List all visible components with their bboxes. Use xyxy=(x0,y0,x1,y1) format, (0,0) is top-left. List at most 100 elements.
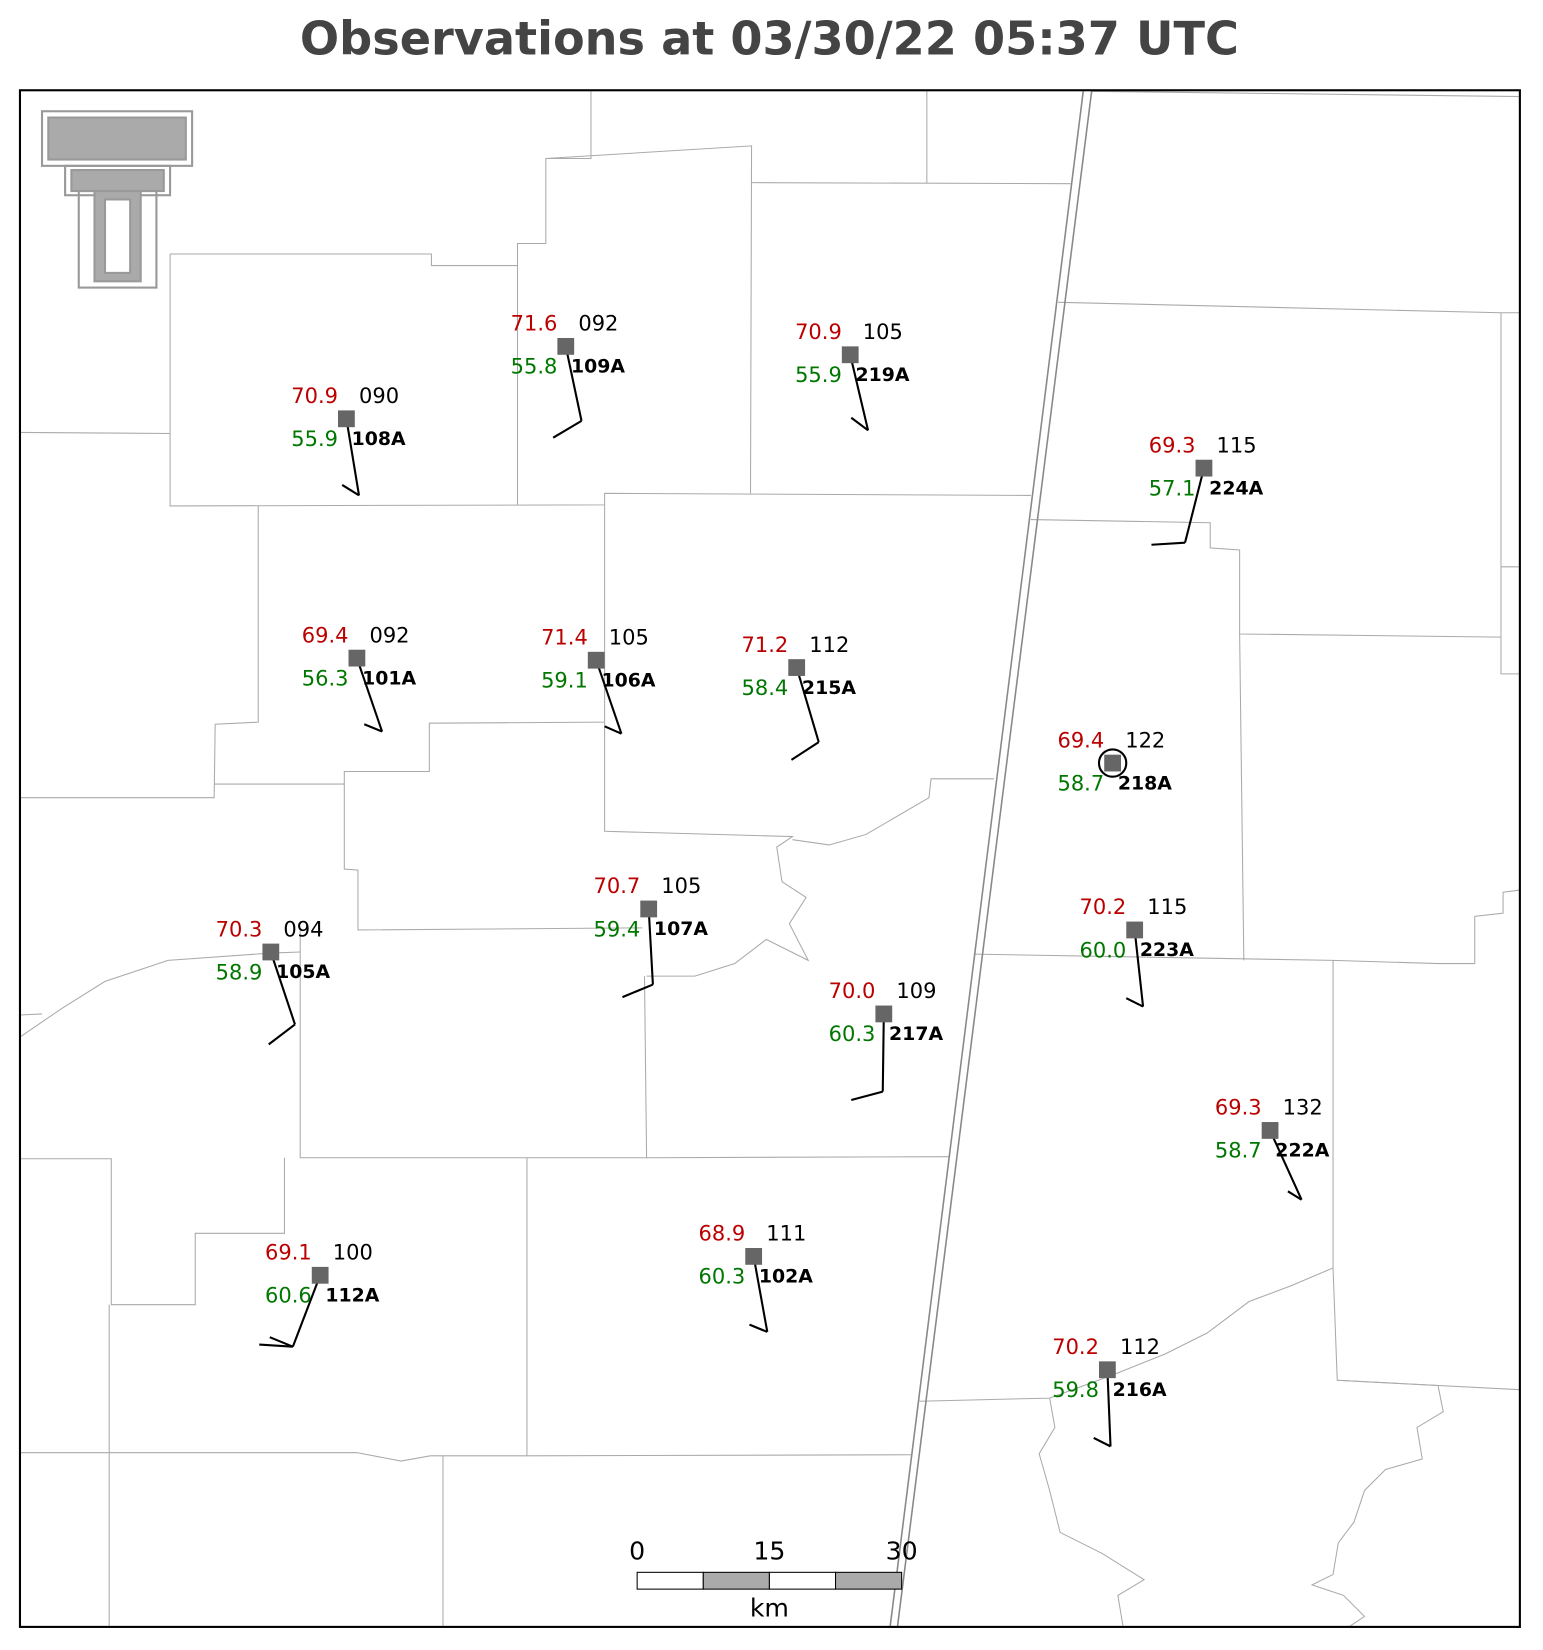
wind-barb xyxy=(790,741,820,761)
dewpoint: 55.8 xyxy=(511,355,558,379)
wind-shaft xyxy=(752,1256,769,1333)
temperature: 69.1 xyxy=(265,1241,312,1265)
wind-shaft xyxy=(1269,1130,1303,1201)
pressure: 100 xyxy=(333,1241,373,1265)
temperature: 70.2 xyxy=(1080,895,1127,919)
station: 70.2 112 59.8 216A xyxy=(1052,1335,1167,1448)
station-id: 224A xyxy=(1209,477,1263,499)
station-marker xyxy=(1104,754,1122,772)
wind-shaft xyxy=(355,657,384,732)
temperature: 70.0 xyxy=(829,979,876,1003)
wind-barb xyxy=(1093,1437,1111,1448)
dewpoint: 58.7 xyxy=(1057,771,1104,795)
temperature: 70.9 xyxy=(795,320,842,344)
temperature: 69.3 xyxy=(1149,433,1196,457)
pressure: 092 xyxy=(578,312,618,336)
station: 69.1 100 60.6 112A xyxy=(259,1241,380,1348)
station: 70.9 105 55.9 219A xyxy=(795,320,910,432)
station-marker xyxy=(788,659,806,676)
temperature: 69.4 xyxy=(302,623,349,647)
station-id: 105A xyxy=(276,961,330,983)
wind-barb xyxy=(851,1090,884,1102)
dewpoint: 60.6 xyxy=(265,1284,312,1308)
wind-shaft xyxy=(849,354,870,431)
station-id: 107A xyxy=(654,918,708,940)
station: 69.4 092 56.3 101A xyxy=(302,623,417,733)
state-line xyxy=(889,91,1085,1628)
wind-shaft xyxy=(1106,1369,1112,1447)
temperature: 70.3 xyxy=(216,917,263,941)
station-id: 108A xyxy=(352,428,406,450)
temperature: 69.3 xyxy=(1215,1096,1262,1120)
station-id: 112A xyxy=(325,1285,379,1307)
wind-barb xyxy=(622,983,654,999)
pressure: 094 xyxy=(283,917,323,941)
wind-shaft xyxy=(647,908,654,985)
station: 71.2 112 58.4 215A xyxy=(742,633,856,761)
station: 70.7 105 59.4 107A xyxy=(594,874,708,999)
station-id: 109A xyxy=(571,356,625,378)
wind-shaft xyxy=(564,346,583,422)
dewpoint: 59.8 xyxy=(1052,1378,1099,1402)
wind-shaft xyxy=(881,1013,885,1092)
pressure: 105 xyxy=(863,320,903,344)
station: 69.3 132 58.7 222A xyxy=(1215,1096,1330,1201)
station-id: 216A xyxy=(1113,1379,1167,1401)
wind-shaft xyxy=(345,418,361,496)
station-marker xyxy=(348,649,366,667)
pressure: 090 xyxy=(359,384,399,408)
dewpoint: 60.0 xyxy=(1080,938,1127,962)
scale-label: 30 xyxy=(886,1537,918,1566)
wind-shaft xyxy=(595,659,623,735)
station: 68.9 111 60.3 102A xyxy=(699,1222,813,1333)
state-line xyxy=(896,91,1093,1628)
station-marker xyxy=(841,346,859,364)
pressure: 109 xyxy=(896,979,936,1003)
pressure: 111 xyxy=(766,1222,806,1246)
pressure: 122 xyxy=(1125,728,1165,752)
frame xyxy=(18,89,1521,1628)
wind-barb xyxy=(1287,1190,1303,1201)
wind-barb xyxy=(604,725,622,735)
wind-barb xyxy=(259,1343,293,1348)
wind-shaft xyxy=(1184,467,1205,543)
station-marker xyxy=(311,1266,329,1284)
station: 70.0 109 60.3 217A xyxy=(829,979,943,1102)
station-marker xyxy=(557,337,575,355)
wind-barb xyxy=(749,1323,768,1333)
pressure: 115 xyxy=(1147,895,1187,919)
pressure: 112 xyxy=(1120,1335,1160,1359)
wind-barb xyxy=(850,416,869,432)
temperature: 71.6 xyxy=(511,312,558,336)
dewpoint: 58.9 xyxy=(216,960,263,984)
wind-barb xyxy=(341,484,360,497)
dewpoint: 60.3 xyxy=(699,1265,746,1289)
station-marker xyxy=(745,1247,763,1265)
temperature: 70.9 xyxy=(291,384,338,408)
dewpoint: 55.9 xyxy=(291,427,338,451)
station-marker xyxy=(1195,459,1213,477)
station: 71.6 092 55.8 109A xyxy=(511,312,625,439)
station-marker xyxy=(1126,921,1144,939)
wind-barb xyxy=(363,723,383,733)
dewpoint: 59.4 xyxy=(594,917,641,941)
station: 69.4 122 58.7 218A xyxy=(1057,728,1172,795)
temperature: 71.2 xyxy=(742,633,789,657)
station-marker xyxy=(262,943,280,961)
station-id: 222A xyxy=(1275,1140,1329,1162)
station: 71.4 105 59.1 106A xyxy=(541,625,656,735)
scale-label: 0 xyxy=(629,1537,645,1566)
pressure: 105 xyxy=(661,874,701,898)
station-id: 101A xyxy=(362,667,416,689)
station-id: 217A xyxy=(889,1023,943,1045)
pressure: 112 xyxy=(809,633,849,657)
station: 70.9 090 55.9 108A xyxy=(291,384,406,497)
calm-circle xyxy=(1097,748,1128,778)
wind-barb xyxy=(1151,541,1186,546)
wind-shaft xyxy=(795,667,820,743)
temperature: 68.9 xyxy=(699,1222,746,1246)
scale-unit: km xyxy=(750,1593,789,1622)
dewpoint: 58.4 xyxy=(742,676,789,700)
pressure: 115 xyxy=(1217,433,1257,457)
